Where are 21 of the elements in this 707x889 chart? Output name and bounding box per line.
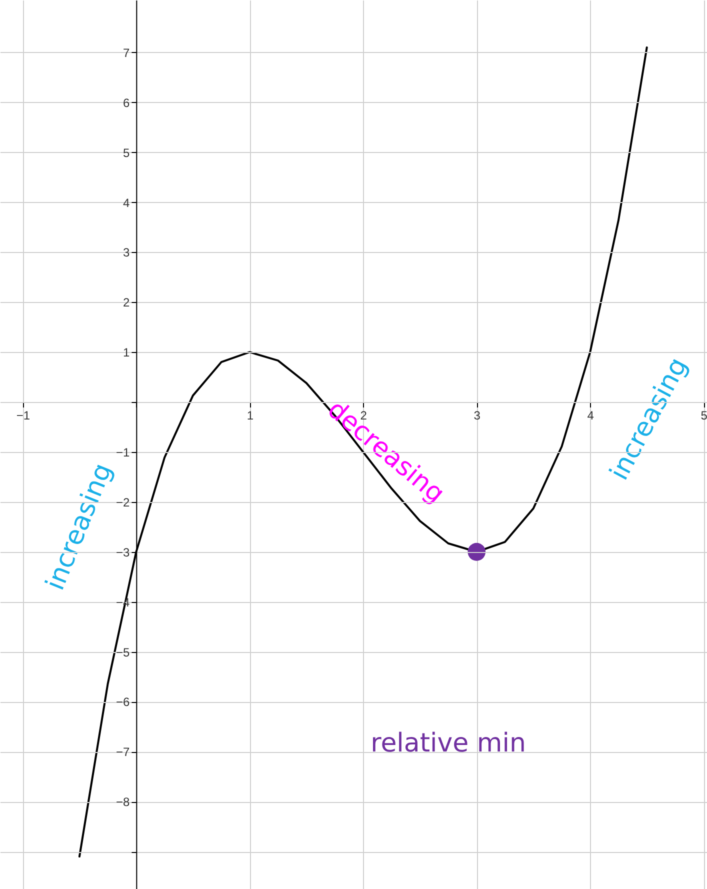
y-tick-label: 1 [122,346,130,360]
y-tick-label: −6 [116,695,130,710]
y-tick-label: −7 [116,745,130,760]
x-tick-label: 5 [700,408,707,423]
y-tick-label: −4 [116,595,130,610]
y-tick-label: −5 [116,645,130,660]
y-tick-label: −3 [116,545,130,560]
y-tick-label: 2 [122,296,130,310]
y-tick-label: 4 [122,196,130,210]
y-tick-label: 5 [122,146,130,160]
y-tick-label: −1 [116,445,130,460]
x-tick-label: 1 [246,408,254,423]
y-tick-label: 6 [122,96,130,110]
x-tick-label: 3 [474,408,481,423]
y-tick-label: −8 [116,795,130,810]
y-tick-label: 7 [122,46,130,60]
x-tick-label: 4 [587,408,594,423]
y-tick-label: −2 [116,495,130,510]
x-tick-label: −1 [16,408,30,423]
annotation: relative min [370,728,526,759]
y-tick-label: 3 [122,246,130,260]
